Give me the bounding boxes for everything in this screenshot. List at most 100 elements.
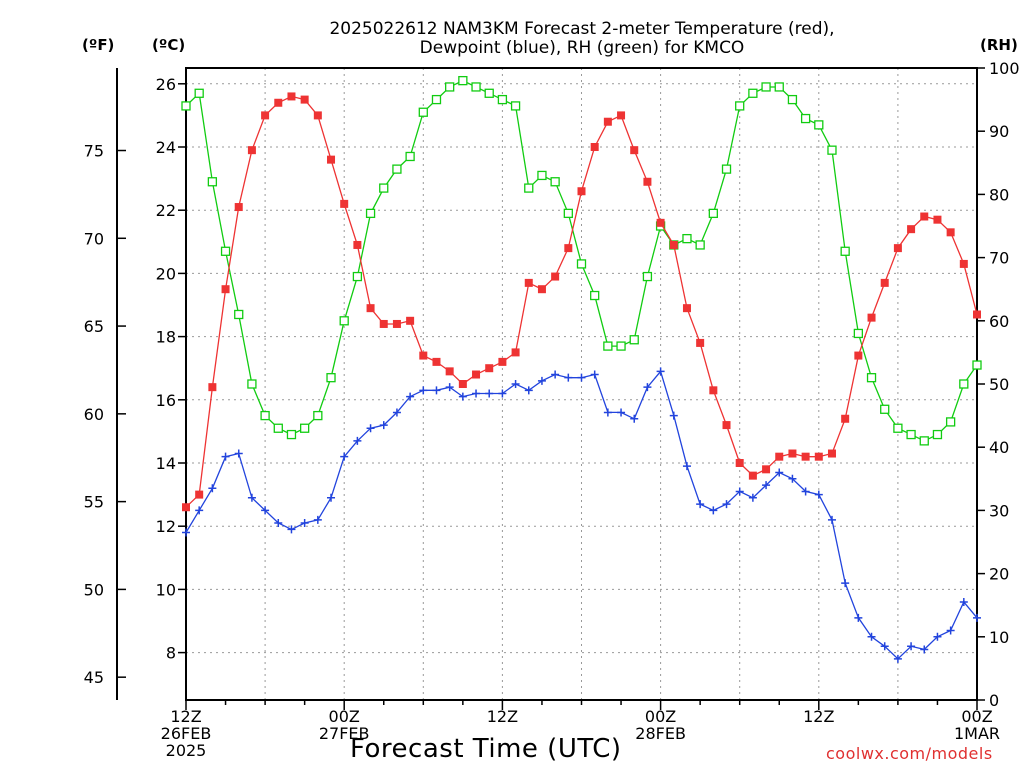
c-tick-label-24: 24 <box>156 138 176 157</box>
dewpoint-point-26 <box>524 386 533 395</box>
rh-point-41 <box>721 164 732 174</box>
rh-point-6 <box>260 410 270 421</box>
rh-point-10 <box>313 410 323 421</box>
rh-point-1 <box>194 88 204 98</box>
c-tick-label-16: 16 <box>156 391 176 410</box>
c-tick-label-26: 26 <box>156 75 176 94</box>
dewpoint-point-24 <box>498 389 507 398</box>
dewpoint-point-7 <box>274 519 283 528</box>
dewpoint-point-19 <box>432 386 441 395</box>
temperature-point-17 <box>406 316 415 325</box>
temperature-point-54 <box>893 244 902 253</box>
dewpoint-point-23 <box>485 389 494 398</box>
temperature-point-14 <box>366 304 375 313</box>
c-tick-label-8: 8 <box>166 644 176 663</box>
rh-point-48 <box>814 120 824 130</box>
dewpoint-point-3 <box>221 452 230 461</box>
dewpoint-point-17 <box>406 392 415 401</box>
chart-title-line-2: Dewpoint (blue), RH (green) for KMCO <box>419 38 745 58</box>
temperature-point-47 <box>801 452 810 461</box>
x-tick-label-24: 12Z <box>487 707 518 726</box>
rh-point-15 <box>379 183 389 193</box>
unit-label-celsius: (ºC) <box>152 36 186 54</box>
rh-point-20 <box>445 82 455 92</box>
temperature-point-21 <box>458 380 467 388</box>
x-axis-title: Forecast Time (UTC) <box>350 734 622 764</box>
rh-tick-label-20: 20 <box>989 565 1009 584</box>
rh-point-56 <box>919 436 929 446</box>
temperature-point-60 <box>973 310 981 319</box>
temperature-point-28 <box>551 272 560 281</box>
dewpoint-point-25 <box>511 380 520 388</box>
rh-point-2 <box>207 177 218 187</box>
temperature-point-15 <box>379 319 388 328</box>
temperature-point-18 <box>419 351 428 360</box>
dewpoint-point-6 <box>261 506 270 515</box>
rh-point-24 <box>497 94 508 105</box>
rh-tick-label-50: 50 <box>989 375 1009 394</box>
temperature-point-41 <box>722 421 731 430</box>
dewpoint-point-59 <box>959 598 968 607</box>
temperature-point-8 <box>287 92 296 101</box>
temperature-point-13 <box>353 240 362 249</box>
temperature-point-56 <box>920 212 929 221</box>
temperature-point-44 <box>762 465 771 474</box>
rh-tick-label-60: 60 <box>989 312 1009 331</box>
x-tick-label-line: 00Z <box>961 707 992 726</box>
dewpoint-point-5 <box>247 493 256 502</box>
x-tick-label-line: 00Z <box>645 707 676 726</box>
dewpoint-point-35 <box>643 383 652 392</box>
rh-point-52 <box>866 373 877 383</box>
temperature-point-33 <box>617 111 626 120</box>
x-tick-label-36: 00Z 28FEB <box>635 707 686 743</box>
temperature-point-35 <box>643 177 652 186</box>
dewpoint-point-38 <box>682 462 691 471</box>
temperature-point-0 <box>182 503 190 512</box>
x-tick-label-line: 1MAR <box>954 724 1000 743</box>
x-tick-label-0: 12Z 26FEB 2025 <box>161 707 212 760</box>
dewpoint-point-33 <box>617 408 626 417</box>
rh-tick-label-0: 0 <box>989 691 999 710</box>
rh-point-60 <box>972 360 982 370</box>
series-rh <box>181 75 982 446</box>
f-tick-label-45: 45 <box>84 668 104 687</box>
f-tick-label-75: 75 <box>84 142 104 161</box>
temperature-point-31 <box>590 143 599 151</box>
rh-point-18 <box>418 107 428 117</box>
f-tick-label-65: 65 <box>84 317 104 336</box>
rh-point-13 <box>352 271 363 282</box>
rh-point-39 <box>695 240 705 250</box>
temperature-point-43 <box>748 471 757 480</box>
rh-point-11 <box>326 373 336 383</box>
dewpoint-point-48 <box>814 490 823 499</box>
rh-point-16 <box>392 164 402 174</box>
temperature-point-57 <box>933 215 942 224</box>
f-tick-label-70: 70 <box>84 229 104 248</box>
rh-tick-label-70: 70 <box>989 249 1009 268</box>
temperature-point-52 <box>867 313 876 322</box>
dewpoint-point-0 <box>182 528 190 537</box>
rh-point-7 <box>273 423 283 433</box>
rh-point-35 <box>642 271 653 282</box>
rh-point-33 <box>616 341 626 351</box>
dewpoint-point-15 <box>379 421 388 430</box>
dewpoint-point-42 <box>735 487 744 496</box>
rh-point-54 <box>893 423 903 433</box>
temperature-point-42 <box>735 459 744 467</box>
rh-point-47 <box>800 113 811 124</box>
rh-point-40 <box>708 208 718 219</box>
rh-point-17 <box>405 151 415 162</box>
c-tick-label-22: 22 <box>156 201 176 220</box>
temperature-point-55 <box>907 225 916 234</box>
rh-tick-label-100: 100 <box>989 59 1020 78</box>
x-tick-label-48: 12Z <box>803 707 834 726</box>
dewpoint-point-45 <box>775 468 784 477</box>
rh-point-26 <box>524 183 534 193</box>
dewpoint-point-20 <box>445 383 454 392</box>
rh-point-43 <box>748 88 758 98</box>
temperature-point-2 <box>208 383 217 392</box>
dewpoint-point-9 <box>300 519 309 528</box>
temperature-point-19 <box>432 357 441 366</box>
dewpoint-point-60 <box>973 613 981 622</box>
dewpoint-point-21 <box>458 392 467 401</box>
